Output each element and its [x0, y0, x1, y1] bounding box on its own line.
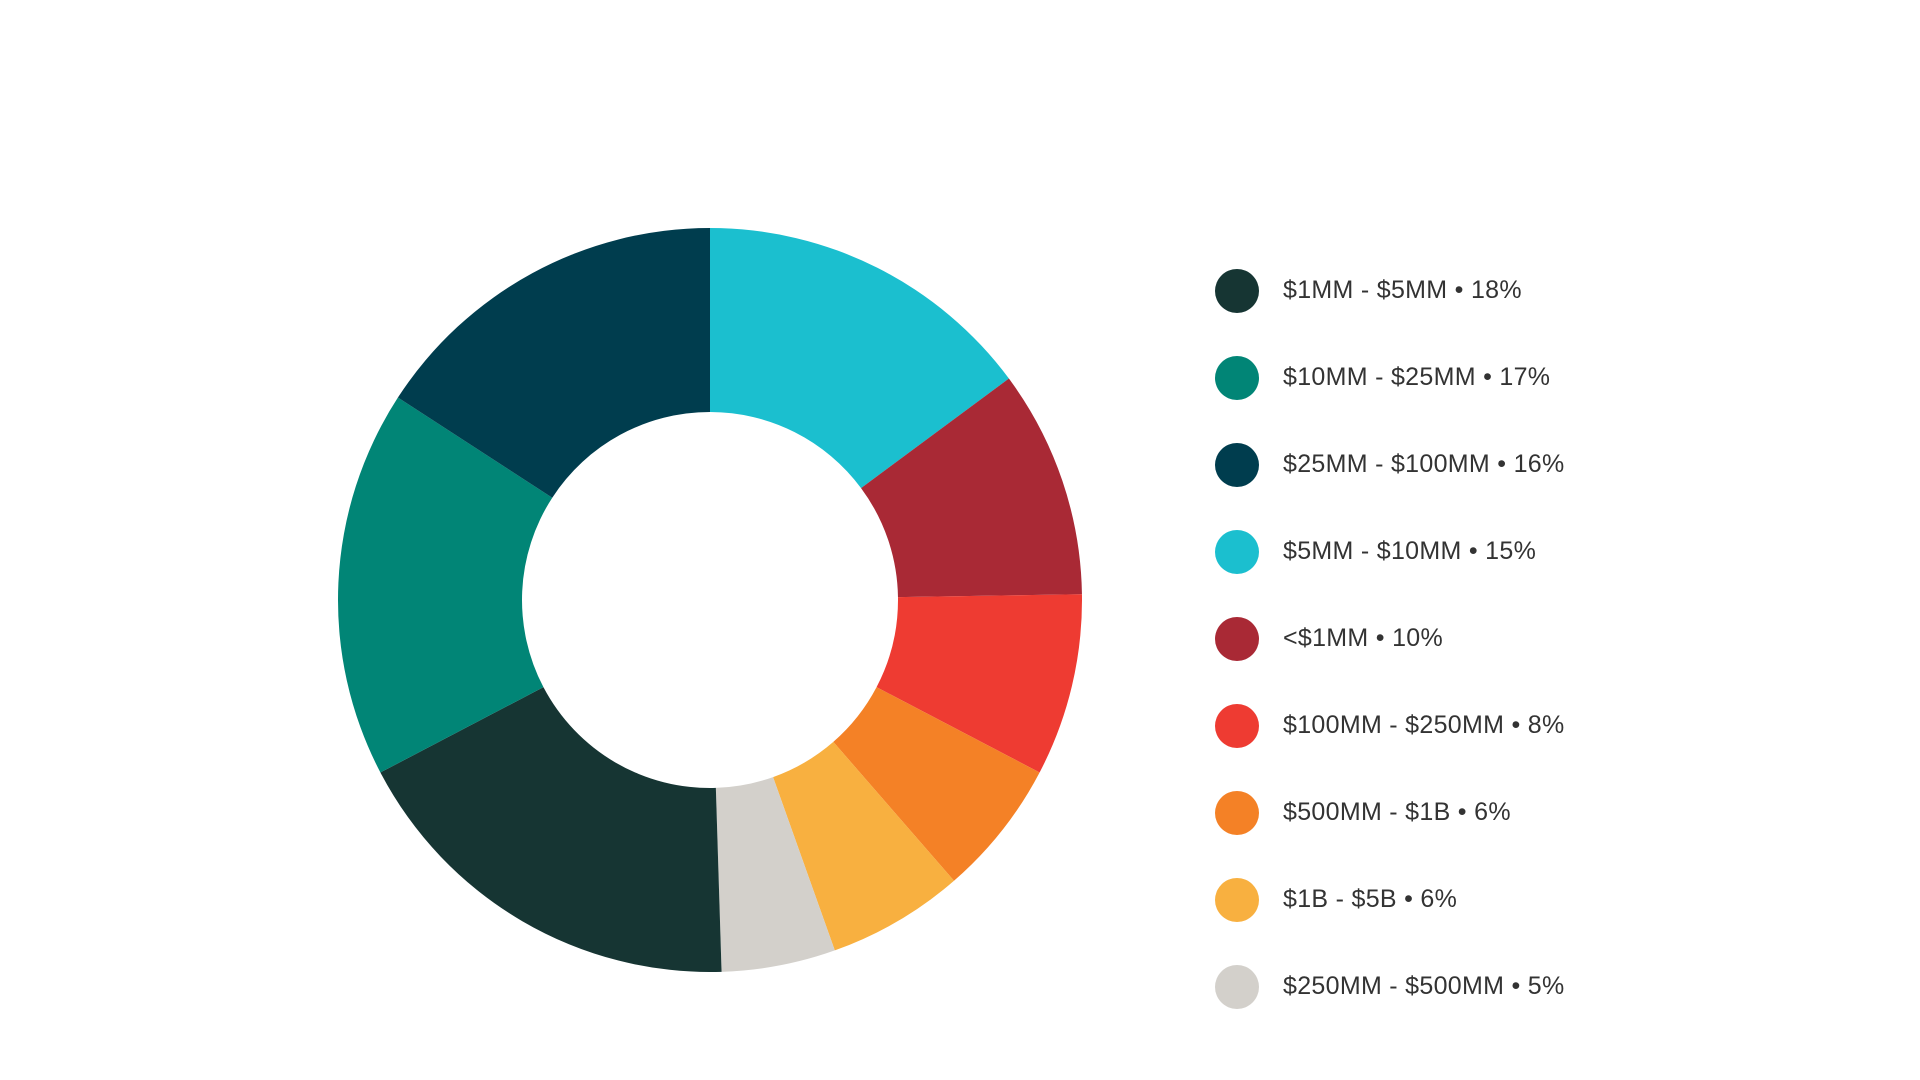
legend-label: $1B - $5B • 6% — [1283, 885, 1458, 913]
legend-item: $250MM - $500MM • 5% — [1215, 943, 1735, 1030]
legend-item: $500MM - $1B • 6% — [1215, 769, 1735, 856]
legend-swatch — [1215, 529, 1259, 574]
donut-slice — [710, 228, 1009, 489]
donut-slice — [337, 397, 553, 773]
legend-swatch — [1215, 964, 1259, 1009]
legend-swatch — [1215, 268, 1259, 313]
legend-swatch — [1215, 616, 1259, 661]
legend-label: $10MM - $25MM • 17% — [1283, 363, 1551, 391]
legend-label: $25MM - $100MM • 16% — [1283, 450, 1565, 478]
legend-item: $10MM - $25MM • 17% — [1215, 334, 1735, 421]
legend-label: <$1MM • 10% — [1283, 624, 1444, 652]
donut-slice — [715, 777, 835, 972]
legend-swatch — [1215, 355, 1259, 400]
donut-slice — [876, 594, 1082, 773]
legend-item: $25MM - $100MM • 16% — [1215, 421, 1735, 508]
legend-label: $5MM - $10MM • 15% — [1283, 537, 1537, 565]
donut-slice — [833, 687, 1040, 881]
chart-legend: $1MM - $5MM • 18% $10MM - $25MM • 17% $25M… — [1215, 247, 1735, 1030]
legend-label: $1MM - $5MM • 18% — [1283, 276, 1522, 304]
legend-item: $1MM - $5MM • 18% — [1215, 247, 1735, 334]
legend-swatch — [1215, 790, 1259, 835]
legend-label: $250MM - $500MM • 5% — [1283, 972, 1565, 1000]
legend-label: $100MM - $250MM • 8% — [1283, 711, 1565, 739]
legend-label: $500MM - $1B • 6% — [1283, 798, 1511, 826]
legend-swatch — [1215, 703, 1259, 748]
legend-item: $5MM - $10MM • 15% — [1215, 508, 1735, 595]
donut-slice — [861, 378, 1082, 598]
donut-slice — [397, 228, 710, 498]
donut-slice — [773, 741, 955, 951]
legend-item: <$1MM • 10% — [1215, 595, 1735, 682]
legend-item: $1B - $5B • 6% — [1215, 856, 1735, 943]
legend-swatch — [1215, 442, 1259, 487]
legend-swatch — [1215, 877, 1259, 922]
donut-slice — [380, 687, 722, 973]
legend-item: $100MM - $250MM • 8% — [1215, 682, 1735, 769]
